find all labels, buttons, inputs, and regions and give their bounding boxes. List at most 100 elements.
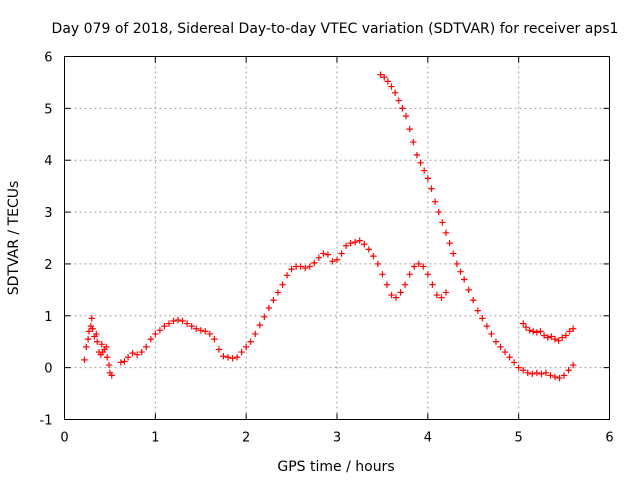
axis-ticks: 0 1 2 3 4 5 6 -1 0 1 2 3 4 5 6 xyxy=(40,51,614,446)
data-point xyxy=(165,320,173,327)
grid xyxy=(64,56,610,420)
data-point xyxy=(329,258,336,265)
data-point xyxy=(81,356,88,364)
data-point xyxy=(215,346,223,353)
data-point xyxy=(105,361,113,369)
data-point xyxy=(465,286,472,294)
data-point xyxy=(342,242,350,249)
series-track-b xyxy=(377,71,577,382)
data-point xyxy=(297,263,304,270)
data-point xyxy=(537,328,544,335)
data-point xyxy=(438,294,445,301)
data-point xyxy=(333,256,341,263)
y-tick-label: 0 xyxy=(44,362,52,377)
data-point xyxy=(474,307,481,314)
data-point xyxy=(161,322,168,330)
data-point xyxy=(492,338,500,345)
data-point xyxy=(233,354,241,361)
data-point xyxy=(417,159,424,167)
data-point xyxy=(562,332,570,339)
data-point xyxy=(395,97,402,104)
series-track-c xyxy=(520,320,577,344)
y-tick-label: 4 xyxy=(44,154,52,169)
x-tick-label: 2 xyxy=(242,431,250,446)
data-point xyxy=(446,239,453,247)
data-point xyxy=(361,241,368,248)
data-point xyxy=(302,264,309,272)
data-point xyxy=(365,246,372,253)
x-tick-label: 4 xyxy=(424,431,432,446)
data-point xyxy=(406,125,413,133)
data-point xyxy=(356,237,363,244)
data-point xyxy=(569,361,577,369)
data-point xyxy=(565,367,572,374)
data-point xyxy=(311,259,318,267)
data-point xyxy=(488,330,495,338)
data-point xyxy=(406,271,413,278)
data-point xyxy=(211,335,218,343)
data-point xyxy=(501,348,509,356)
data-point xyxy=(384,78,392,85)
data-point xyxy=(415,260,422,268)
y-tick-label: -1 xyxy=(40,414,53,429)
x-tick-label: 1 xyxy=(151,431,159,446)
data-point xyxy=(143,343,150,351)
data-point xyxy=(559,334,566,341)
data-point xyxy=(520,320,527,327)
data-point xyxy=(424,271,432,278)
data-point xyxy=(242,343,250,351)
data-point xyxy=(560,372,568,379)
data-point xyxy=(147,335,154,343)
data-point xyxy=(569,325,577,332)
data-point xyxy=(124,354,132,361)
data-point xyxy=(555,337,562,344)
data-point xyxy=(548,333,555,340)
data-point xyxy=(133,351,141,358)
data-point xyxy=(202,328,209,335)
data-point xyxy=(320,250,327,257)
data-point xyxy=(256,321,263,329)
data-point xyxy=(84,335,92,343)
data-point xyxy=(402,112,410,120)
data-point xyxy=(252,330,259,338)
data-point xyxy=(533,329,541,336)
data-point xyxy=(103,354,111,361)
x-tick-label: 3 xyxy=(333,431,341,446)
data-point xyxy=(197,327,204,334)
data-point xyxy=(83,343,90,351)
data-point xyxy=(457,268,464,275)
y-axis-label: SDTVAR / TECUs xyxy=(6,181,22,296)
data-point xyxy=(324,251,332,258)
data-point xyxy=(411,263,418,270)
data-point xyxy=(351,238,359,246)
data-point xyxy=(515,364,522,371)
data-point xyxy=(117,359,125,366)
data-point xyxy=(338,250,345,257)
data-point xyxy=(156,327,164,334)
data-point xyxy=(529,370,536,378)
data-point xyxy=(94,338,101,345)
data-point xyxy=(89,325,96,332)
data-point xyxy=(429,281,436,288)
data-point xyxy=(428,185,435,192)
y-tick-label: 1 xyxy=(44,310,52,325)
data-point xyxy=(188,322,195,330)
data-point xyxy=(383,281,391,288)
data-point xyxy=(206,330,214,338)
data-point xyxy=(439,219,446,226)
data-point xyxy=(542,369,550,377)
data-point xyxy=(544,334,551,341)
data-point xyxy=(420,263,427,270)
data-point xyxy=(347,239,354,247)
data-point xyxy=(179,317,186,325)
y-tick-label: 2 xyxy=(44,258,52,273)
data-point xyxy=(450,250,457,257)
data-point xyxy=(470,297,477,304)
data-point xyxy=(377,71,384,78)
data-point xyxy=(431,198,439,205)
y-tick-label: 3 xyxy=(44,206,52,221)
data-point xyxy=(88,315,95,322)
data-point xyxy=(152,330,159,338)
data-point xyxy=(522,323,530,331)
data-point xyxy=(279,281,286,288)
